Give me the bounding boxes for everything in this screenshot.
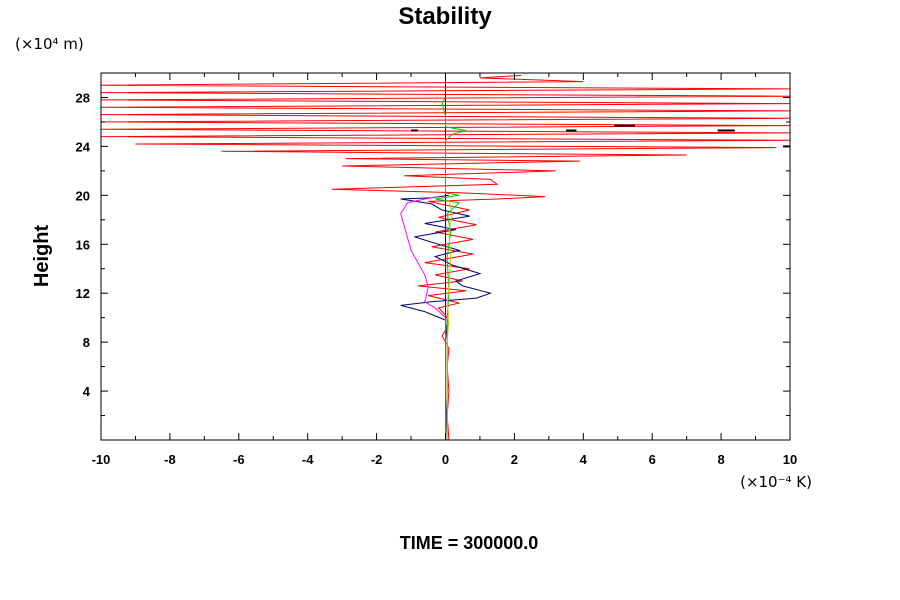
y-tick-label: 20 bbox=[76, 188, 90, 203]
x-tick-label: 0 bbox=[442, 452, 449, 467]
x-tick-label: 8 bbox=[717, 452, 724, 467]
y-axis-label: Height bbox=[31, 225, 53, 288]
x-tick-label: 6 bbox=[649, 452, 656, 467]
plot-frame bbox=[100, 72, 791, 441]
time-footer: TIME = 300000.0 bbox=[400, 533, 539, 553]
y-tick-label: 24 bbox=[76, 139, 91, 154]
x-tick-label: -8 bbox=[164, 452, 176, 467]
x-tick-label: -6 bbox=[233, 452, 245, 467]
x-unit-label: (×10⁻⁴ K) bbox=[740, 473, 812, 491]
x-tick-label: -4 bbox=[302, 452, 314, 467]
series-line-3 bbox=[400, 196, 446, 440]
x-tick-label: 10 bbox=[783, 452, 797, 467]
y-tick-label: 16 bbox=[76, 237, 90, 252]
plot-area bbox=[100, 73, 791, 441]
x-tick-label: -10 bbox=[92, 452, 111, 467]
y-unit-label: (×10⁴ m) bbox=[15, 35, 84, 53]
series-line-1 bbox=[100, 74, 791, 441]
x-tick-label: -2 bbox=[371, 452, 383, 467]
series-line-4 bbox=[435, 97, 467, 440]
y-tick-label: 4 bbox=[83, 384, 91, 399]
y-tick-label: 12 bbox=[76, 286, 90, 301]
series-line-2 bbox=[400, 194, 492, 441]
series-line-5 bbox=[446, 200, 453, 440]
y-tick-label: 8 bbox=[83, 335, 90, 350]
x-tick-label: 2 bbox=[511, 452, 518, 467]
x-tick-label: 4 bbox=[580, 452, 588, 467]
y-tick-label: 28 bbox=[76, 90, 90, 105]
chart-title: Stability bbox=[398, 3, 492, 30]
